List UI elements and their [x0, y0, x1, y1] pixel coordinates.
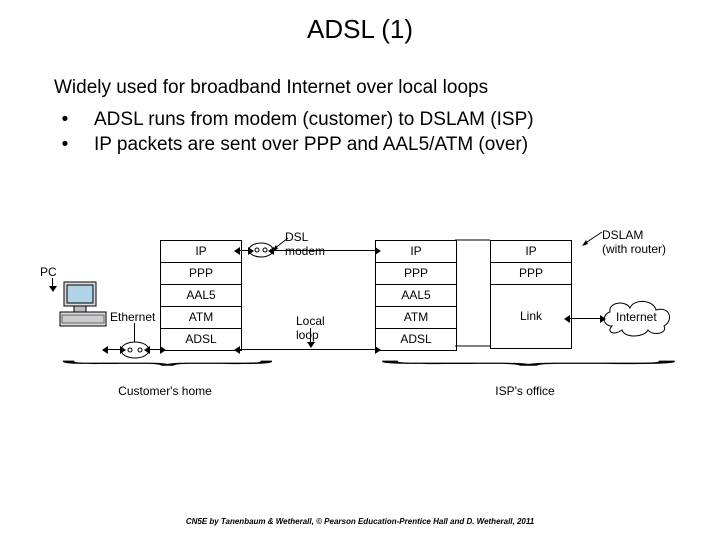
dslam-label: DSLAM(with router)	[602, 228, 666, 256]
modem-stack2-link	[274, 250, 375, 251]
pc-eth-link	[108, 349, 120, 350]
stack-cell: IP	[491, 241, 571, 262]
local-loop-link	[240, 349, 375, 350]
stack-cell: ADSL	[376, 328, 456, 350]
stack-customer: IP PPP AAL5 ATM ADSL	[160, 240, 242, 351]
adsl-diagram: PC IP PPP AAL5 ATM ADSL Ethernet IP PPP …	[40, 230, 680, 450]
eth-stack-link	[150, 349, 160, 350]
bullet-text: ADSL runs from modem (customer) to DSLAM…	[94, 107, 534, 133]
dsl-label-arrow	[272, 235, 292, 255]
stack1-modem-link	[240, 250, 248, 251]
pc-label: PC	[40, 265, 57, 279]
intro-line: Widely used for broadband Internet over …	[54, 75, 670, 101]
bullet-list: •ADSL runs from modem (customer) to DSLA…	[54, 107, 670, 158]
body-text: Widely used for broadband Internet over …	[0, 45, 720, 158]
stack-cell: PPP	[161, 262, 241, 284]
pc-label-arrow	[52, 278, 53, 286]
isp-brace-label: ISP's office	[375, 384, 675, 398]
footer-citation: CN5E by Tanenbaum & Wetherall, © Pearson…	[0, 517, 720, 526]
bullet-item: •ADSL runs from modem (customer) to DSLA…	[54, 107, 670, 133]
ethernet-label-arrow	[134, 323, 135, 343]
stack-cell: Link	[491, 284, 571, 348]
stack-cell: PPP	[376, 262, 456, 284]
isp-brace: ︸ ISP's office	[375, 362, 675, 398]
stack-cell: PPP	[491, 262, 571, 284]
stack-cell: IP	[161, 241, 241, 262]
stack-cell: ATM	[161, 306, 241, 328]
stack-cell: ADSL	[161, 328, 241, 350]
ethernet-arrow-label: Ethernet	[110, 310, 155, 324]
stack-cell: AAL5	[376, 284, 456, 306]
pc-icon	[60, 278, 108, 338]
dslam-label-arrow	[580, 230, 604, 250]
page-title: ADSL (1)	[0, 0, 720, 45]
stack-cell: ATM	[376, 306, 456, 328]
local-loop-arrow	[310, 328, 311, 342]
stack-cell: AAL5	[161, 284, 241, 306]
link-internet-arrow	[570, 318, 600, 319]
internet-label: Internet	[616, 310, 657, 324]
stack-isp-dsl: IP PPP AAL5 ATM ADSL	[375, 240, 457, 351]
stack-join-lines	[455, 240, 491, 350]
stack-cell: IP	[376, 241, 456, 262]
bullet-item: •IP packets are sent over PPP and AAL5/A…	[54, 132, 670, 158]
stack-isp-link: IP PPP Link	[490, 240, 572, 349]
customer-brace-label: Customer's home	[65, 384, 265, 398]
bullet-text: IP packets are sent over PPP and AAL5/AT…	[94, 132, 528, 158]
